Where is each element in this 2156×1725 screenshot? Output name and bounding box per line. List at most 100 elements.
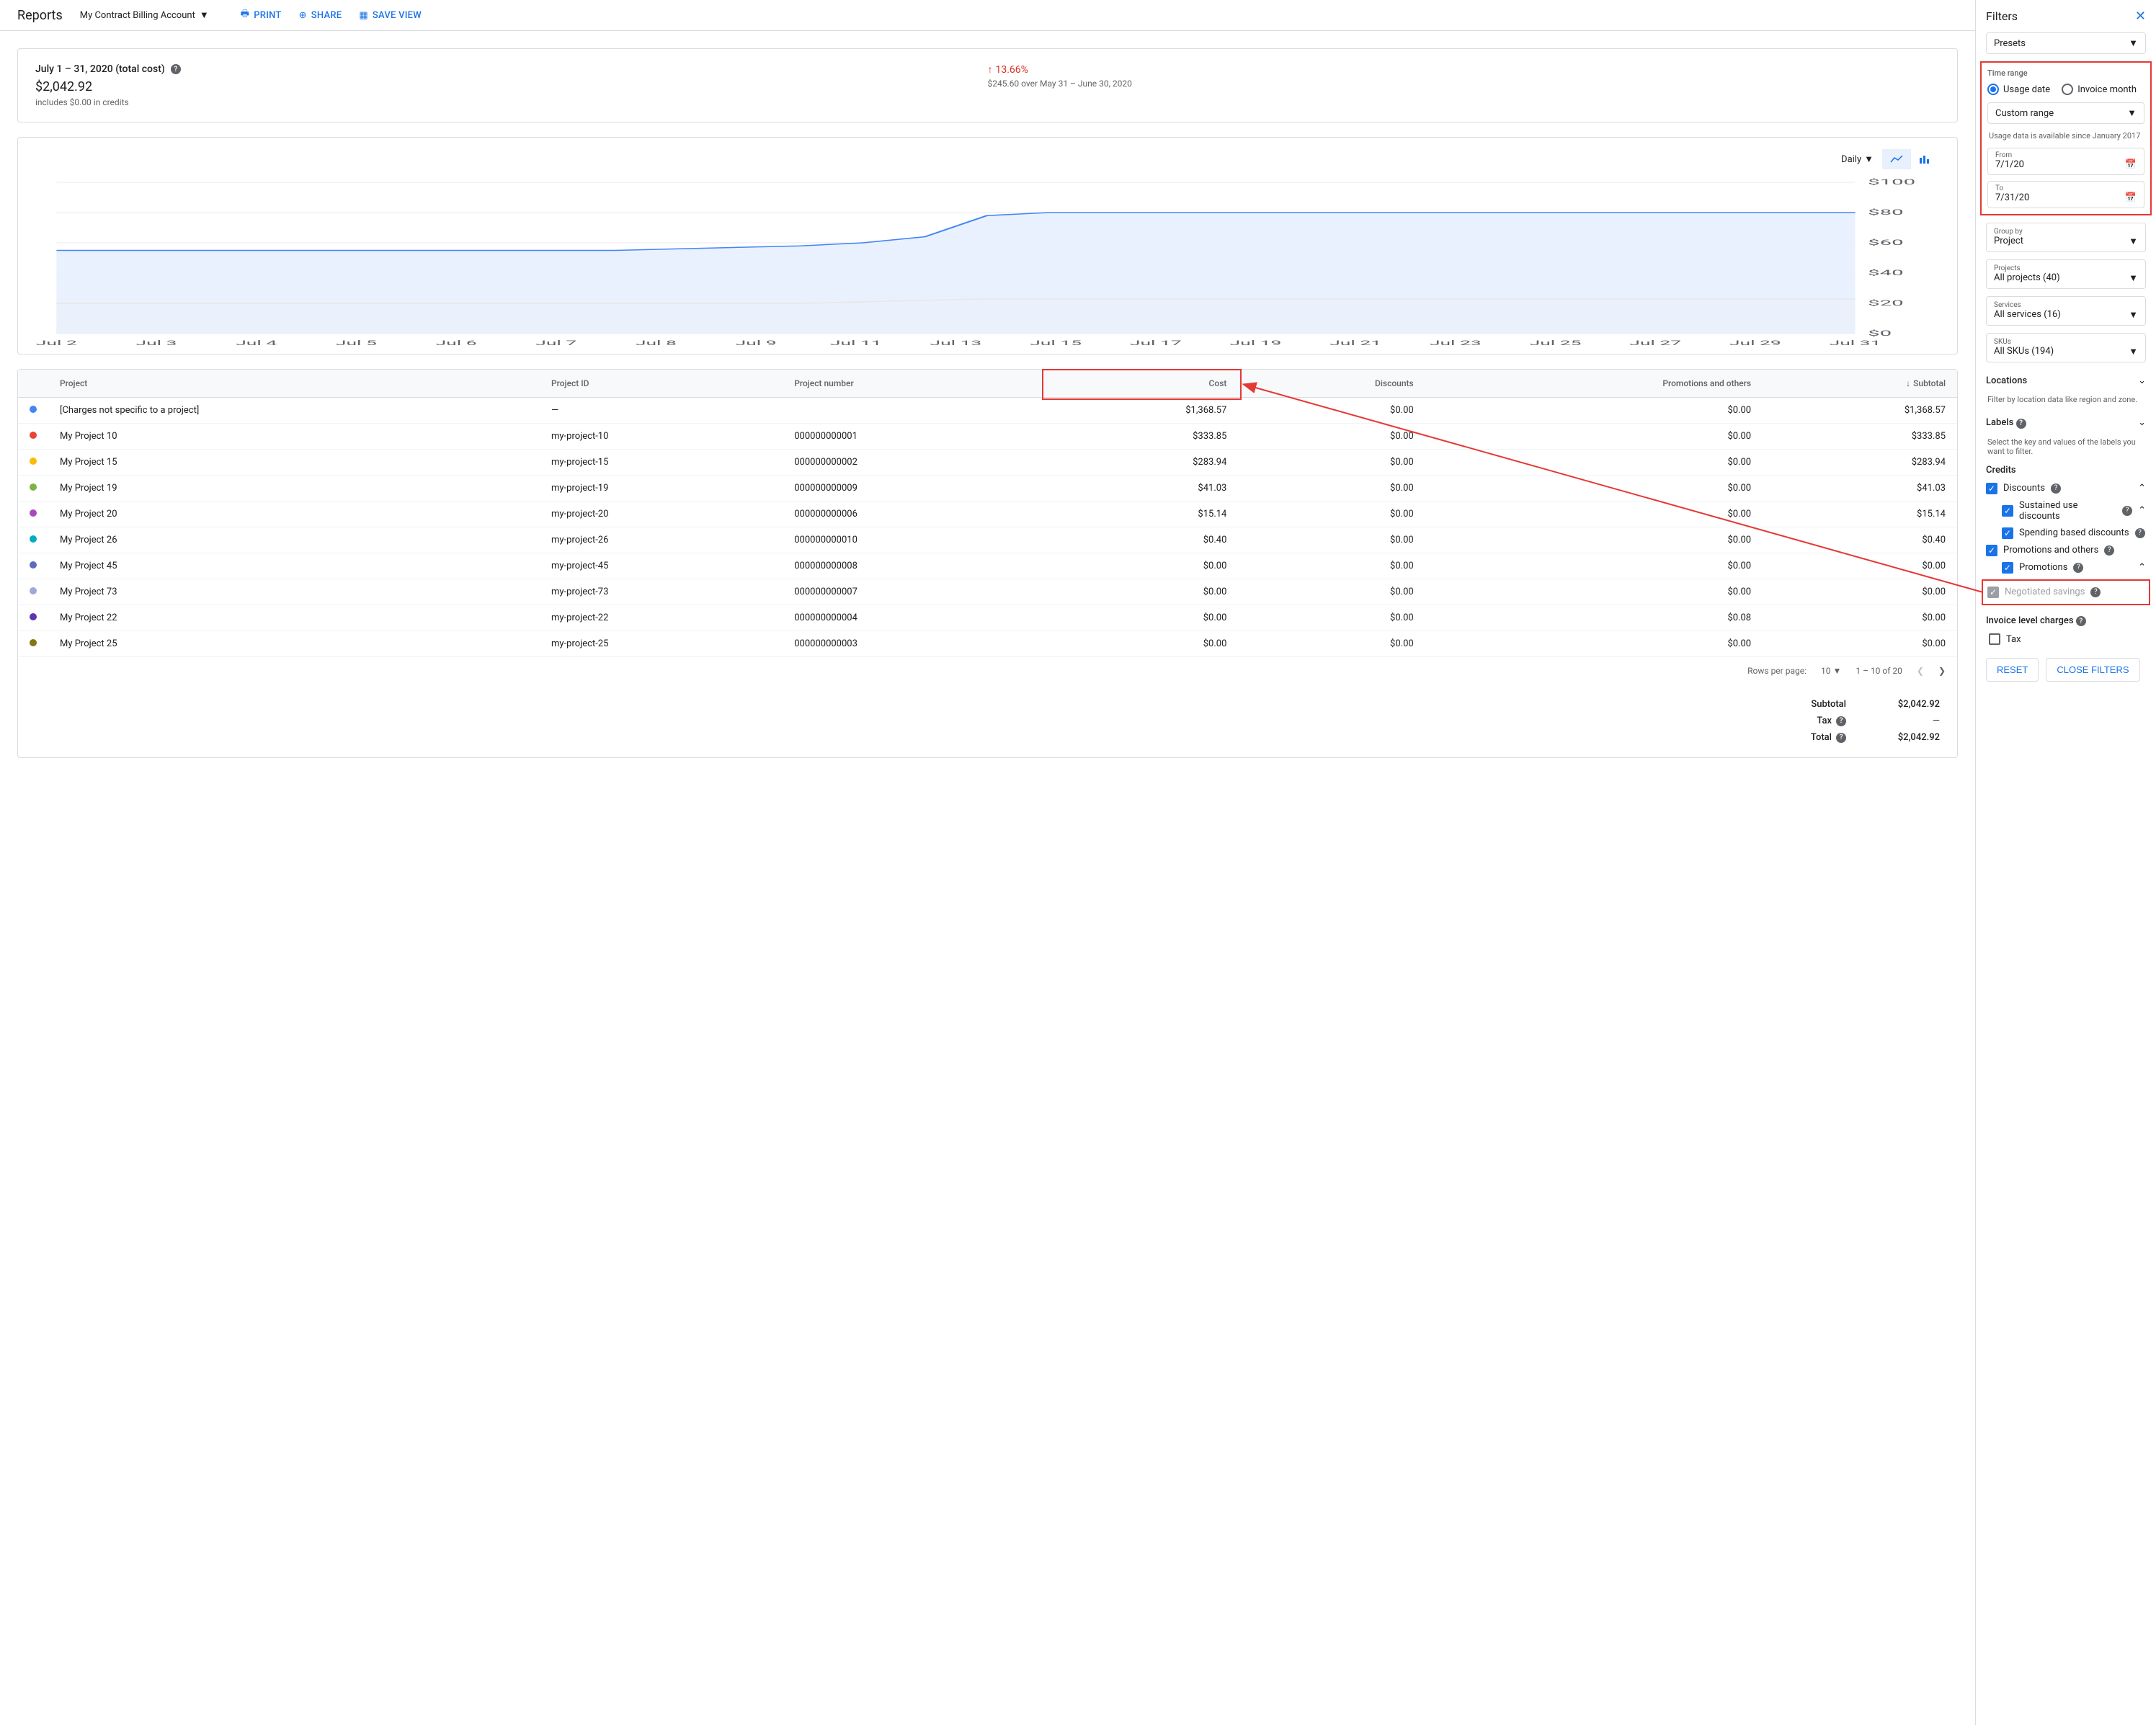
next-page-button[interactable]: ❯ [1938,666,1946,676]
cost-cell: $1,368.57 [1044,398,1239,424]
project-name: [Charges not specific to a project] [48,398,540,424]
promo-cell: $0.00 [1425,579,1763,605]
table-row[interactable]: My Project 19 my-project-19 000000000009… [18,476,1957,502]
help-icon[interactable]: ? [2051,483,2061,494]
promotions-checkbox[interactable]: ✓ [2002,562,2013,574]
total-label: Total [1811,732,1832,743]
project-name: My Project 22 [48,605,540,631]
promo-cell: $0.00 [1425,398,1763,424]
total-value: $2,042.92 [1875,732,1940,743]
project-name: My Project 15 [48,450,540,476]
cost-chart: $0$20$40$60$80$100Jul 2Jul 3Jul 4Jul 5Ju… [35,175,1940,348]
dropdown-icon: ▼ [2129,309,2138,321]
skus-select[interactable]: SKUs All SKUs (194)▼ [1986,333,2146,362]
save-view-button[interactable]: ▦ SAVE VIEW [359,7,422,23]
help-icon[interactable]: ? [171,64,181,74]
column-header[interactable]: Cost [1044,370,1239,398]
reset-button[interactable]: RESET [1986,658,2039,682]
table-row[interactable]: My Project 20 my-project-20 000000000006… [18,502,1957,527]
help-icon[interactable]: ? [2135,528,2145,538]
table-row[interactable]: My Project 26 my-project-26 000000000010… [18,527,1957,553]
chevron-up-icon[interactable]: ⌃ [2138,483,2146,494]
line-chart-button[interactable] [1882,149,1911,169]
presets-select[interactable]: Presets▼ [1986,32,2146,54]
column-header[interactable]: Project number [783,370,1043,398]
table-card: ProjectProject IDProject numberCostDisco… [17,369,1958,758]
chevron-up-icon[interactable]: ⌃ [2138,505,2146,516]
rows-per-page-select[interactable]: 10 ▼ [1821,666,1841,676]
discounts-checkbox[interactable]: ✓ [1986,483,1997,494]
range-type-select[interactable]: Custom range▼ [1987,102,2144,124]
help-icon[interactable]: ? [2073,563,2083,573]
prev-page-button[interactable]: ❮ [1917,666,1924,676]
color-dot [30,406,37,413]
filters-title: Filters [1986,9,2018,23]
svg-text:Jul 27: Jul 27 [1629,339,1681,347]
table-row[interactable]: My Project 73 my-project-73 000000000007… [18,579,1957,605]
close-filters-button[interactable]: CLOSE FILTERS [2046,658,2139,682]
discounts-cell: $0.00 [1238,553,1425,579]
interval-selector[interactable]: Daily ▼ [1841,153,1874,165]
projects-select[interactable]: Projects All projects (40)▼ [1986,259,2146,289]
table-row[interactable]: My Project 22 my-project-22 000000000004… [18,605,1957,631]
color-dot [30,561,37,569]
table-row[interactable]: My Project 15 my-project-15 000000000002… [18,450,1957,476]
share-button[interactable]: ⊕ SHARE [299,7,342,23]
group-by-select[interactable]: Group by Project▼ [1986,223,2146,252]
help-icon[interactable]: ? [2122,506,2132,516]
account-selector[interactable]: My Contract Billing Account ▼ [80,9,209,21]
column-header[interactable]: Discounts [1238,370,1425,398]
usage-date-radio[interactable]: Usage date [1987,84,2050,95]
chevron-up-icon[interactable]: ⌃ [2138,562,2146,573]
services-select[interactable]: Services All services (16)▼ [1986,296,2146,326]
svg-text:$20: $20 [1868,299,1903,307]
project-number: 000000000010 [783,527,1043,553]
color-dot [30,535,37,543]
invoice-month-radio[interactable]: Invoice month [2062,84,2137,95]
table-row[interactable]: [Charges not specific to a project] — $1… [18,398,1957,424]
promo-others-checkbox[interactable]: ✓ [1986,545,1997,556]
project-number: 000000000007 [783,579,1043,605]
projects-table: ProjectProject IDProject numberCostDisco… [18,370,1957,657]
help-icon[interactable]: ? [1836,716,1846,726]
project-id: my-project-19 [540,476,783,502]
color-dot [30,639,37,646]
labels-expand[interactable]: Labels ? ⌄ [1986,411,2146,434]
svg-text:Jul 25: Jul 25 [1530,339,1582,347]
table-row[interactable]: My Project 25 my-project-25 000000000003… [18,631,1957,657]
subtotal-cell: $283.94 [1763,450,1957,476]
column-header[interactable]: Project [48,370,540,398]
column-header[interactable]: ↓Subtotal [1763,370,1957,398]
project-name: My Project 26 [48,527,540,553]
totals-section: Subtotal $2,042.92 Tax ? — Total ? $2,04… [18,685,1957,757]
locations-expand[interactable]: Locations ⌄ [1986,370,2146,392]
help-icon[interactable]: ? [1836,733,1846,743]
cost-cell: $283.94 [1044,450,1239,476]
help-icon[interactable]: ? [2090,587,2101,597]
print-button[interactable]: 🖶 PRINT [241,7,282,23]
chevron-down-icon: ⌄ [2138,375,2146,386]
help-icon[interactable]: ? [2016,419,2026,429]
chart-card: Daily ▼ $0$20$40$60$80$100Jul 2Jul 3Jul … [17,137,1958,355]
subtotal-value: $2,042.92 [1875,699,1940,710]
bar-chart-icon [1919,155,1932,164]
from-date-input[interactable]: From7/1/20 📅 [1987,148,2144,175]
help-icon[interactable]: ? [2076,616,2086,626]
column-header[interactable]: Promotions and others [1425,370,1763,398]
annotation-highlight: Time range Usage date Invoice month Cust… [1980,61,2152,215]
project-name: My Project 45 [48,553,540,579]
column-header[interactable]: Project ID [540,370,783,398]
spending-checkbox[interactable]: ✓ [2002,527,2013,539]
bar-chart-button[interactable] [1911,149,1940,169]
tax-label: Tax [1817,716,1832,726]
table-row[interactable]: My Project 10 my-project-10 000000000001… [18,424,1957,450]
close-filters-icon[interactable]: ✕ [2135,9,2146,24]
sustained-checkbox[interactable]: ✓ [2002,505,2013,517]
help-icon[interactable]: ? [2104,545,2114,556]
project-id: — [540,398,783,424]
to-date-input[interactable]: To7/31/20 📅 [1987,181,2144,208]
tax-checkbox[interactable] [1989,633,2000,645]
project-number: 000000000001 [783,424,1043,450]
table-row[interactable]: My Project 45 my-project-45 000000000008… [18,553,1957,579]
svg-text:Jul 7: Jul 7 [535,339,576,347]
